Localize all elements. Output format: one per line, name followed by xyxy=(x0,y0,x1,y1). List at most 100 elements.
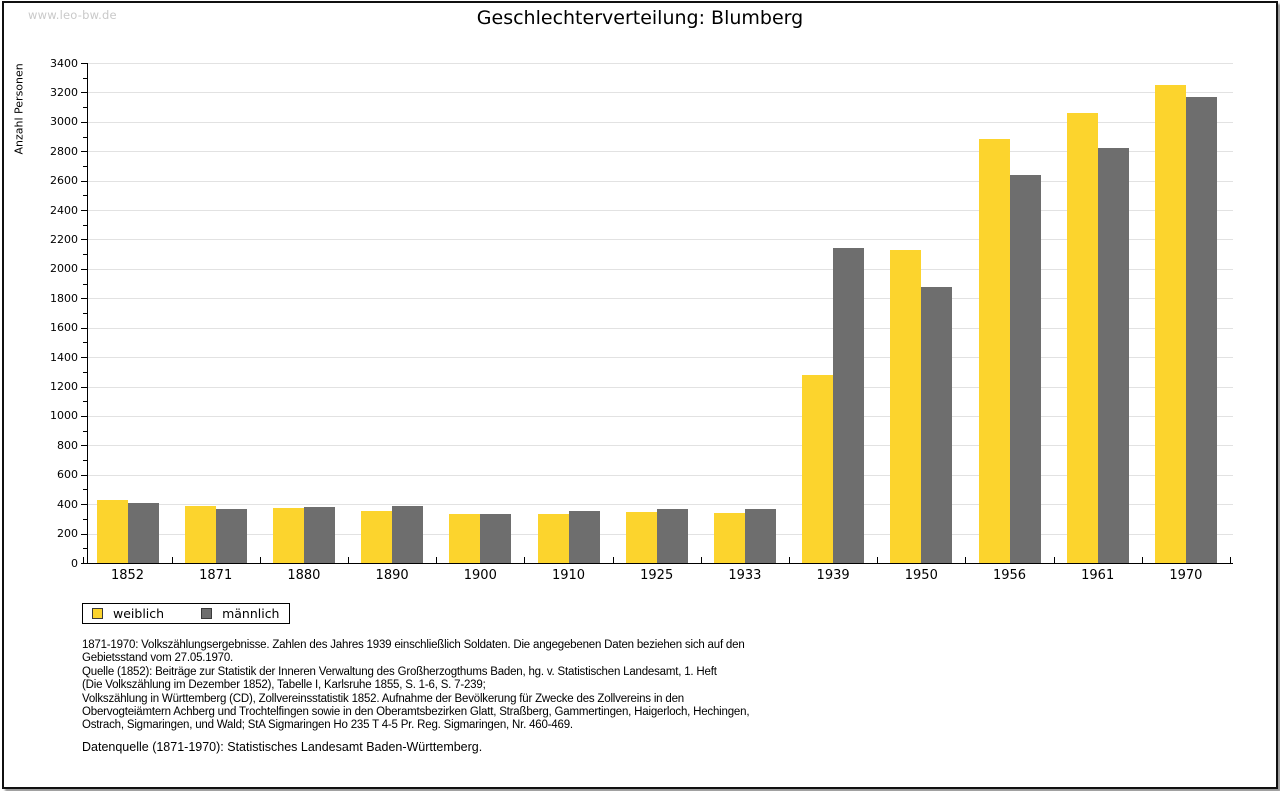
gridline-600 xyxy=(88,474,1233,476)
x-label-1950: 1950 xyxy=(904,568,938,583)
x-axis-tick xyxy=(789,557,790,563)
bar-maennlich-1933 xyxy=(744,509,776,563)
x-axis-tick xyxy=(700,557,702,563)
gridline-1000 xyxy=(88,415,1233,417)
y-axis-tick-400 xyxy=(81,504,87,506)
y-axis-tick-2600 xyxy=(81,180,87,182)
source-line: (Die Volkszählung im Dezember 1852), Tab… xyxy=(82,679,486,692)
chart-title: Geschlechterverteilung: Blumberg xyxy=(476,7,804,29)
y-tick-label-2600: 2600 xyxy=(50,174,78,188)
bar-weiblich-1880 xyxy=(272,507,304,563)
gridline-2000 xyxy=(88,268,1233,270)
x-label-1961: 1961 xyxy=(1081,568,1115,583)
datenquelle-note: Datenquelle (1871-1970): Statistisches L… xyxy=(82,740,483,754)
y-tick-label-2400: 2400 xyxy=(50,203,78,217)
y-tick-label-1600: 1600 xyxy=(50,321,78,335)
gridline-3400 xyxy=(88,63,1233,64)
bar-weiblich-1900 xyxy=(449,514,481,563)
y-tick-label-600: 600 xyxy=(57,468,78,482)
x-axis-tick xyxy=(436,557,438,563)
gridline-800 xyxy=(88,445,1233,447)
bar-maennlich-1956 xyxy=(1009,174,1041,563)
source-line: 1871-1970: Volkszählungsergebnisse. Zahl… xyxy=(82,639,745,651)
y-axis-tick-3200 xyxy=(81,92,87,94)
y-tick-label-1800: 1800 xyxy=(50,291,78,305)
source-line: Obervogteiämtern Achberg und Trochtelfin… xyxy=(82,706,750,719)
y-axis-tick-100 xyxy=(83,548,87,550)
bar-weiblich-1871 xyxy=(184,505,216,563)
y-tick-label-0: 0 xyxy=(71,556,78,570)
x-label-1925: 1925 xyxy=(640,568,674,583)
y-axis-tick-1000 xyxy=(81,415,87,417)
x-label-1900: 1900 xyxy=(463,568,497,583)
x-axis-tick xyxy=(171,557,173,563)
x-label-1852: 1852 xyxy=(110,568,145,583)
y-axis-tick-500 xyxy=(83,489,87,491)
gridline-3000 xyxy=(88,121,1233,123)
x-axis-tick xyxy=(1053,557,1055,563)
y-axis-tick-3000 xyxy=(81,121,87,123)
x-label-1970: 1970 xyxy=(1169,568,1203,583)
gridline-400 xyxy=(88,504,1233,506)
y-tick-label-1200: 1200 xyxy=(50,380,78,394)
bar-weiblich-1970 xyxy=(1154,85,1186,563)
x-axis-tick xyxy=(83,557,85,563)
bar-maennlich-1925 xyxy=(656,509,688,563)
bar-maennlich-1890 xyxy=(392,506,424,563)
y-axis-tick-800 xyxy=(81,445,87,447)
bar-weiblich-1925 xyxy=(625,511,657,563)
y-tick-label-800: 800 xyxy=(57,438,78,452)
y-axis-tick-2900 xyxy=(83,136,87,138)
y-axis-tick-1300 xyxy=(83,371,87,373)
bar-weiblich-1933 xyxy=(713,513,745,563)
y-axis-title: Anzahl Personen xyxy=(12,63,26,155)
y-axis-tick-1500 xyxy=(83,342,87,344)
y-axis-tick-2000 xyxy=(81,268,87,270)
y-tick-label-2000: 2000 xyxy=(50,262,78,276)
bar-weiblich-1890 xyxy=(361,510,393,563)
y-axis-tick-600 xyxy=(81,474,87,476)
y-axis-tick-2100 xyxy=(83,254,87,256)
bar-weiblich-1950 xyxy=(890,249,922,563)
x-axis-tick xyxy=(877,557,879,563)
y-axis-tick-2300 xyxy=(83,224,87,226)
y-axis-tick-300 xyxy=(83,518,87,520)
y-axis-tick-2200 xyxy=(81,239,87,241)
x-label-1880: 1880 xyxy=(287,568,321,583)
y-axis-tick-1600 xyxy=(81,327,87,329)
y-axis-tick-2700 xyxy=(83,165,87,167)
source-line: Quelle (1852): Beiträge zur Statistik de… xyxy=(82,665,717,678)
gridline-1600 xyxy=(88,327,1233,329)
gridline-2600 xyxy=(88,180,1233,182)
bar-maennlich-1880 xyxy=(303,507,335,563)
y-axis-tick-3100 xyxy=(83,107,87,109)
legend-label-maennlich: männlich xyxy=(222,606,280,621)
y-axis-tick-1400 xyxy=(81,357,87,359)
y-axis-tick-1700 xyxy=(83,313,87,314)
bar-maennlich-1939 xyxy=(833,248,865,563)
x-label-1910: 1910 xyxy=(551,568,586,583)
y-axis-tick-1900 xyxy=(83,283,87,285)
source-line: Ostrach, Sigmaringen, und Wald; StA Sigm… xyxy=(82,719,573,732)
x-label-1956: 1956 xyxy=(992,568,1027,583)
bar-maennlich-1970 xyxy=(1185,96,1217,563)
x-axis-tick xyxy=(612,557,614,563)
source-line: Volkszählung in Württemberg (CD), Zollve… xyxy=(82,692,684,705)
y-axis-tick-700 xyxy=(83,460,87,462)
bar-maennlich-1910 xyxy=(568,510,600,563)
gridline-2800 xyxy=(88,151,1233,153)
legend-swatch-maennlich xyxy=(201,608,213,619)
gridline-1800 xyxy=(88,298,1233,300)
y-axis-tick-3300 xyxy=(83,77,87,79)
x-label-1933: 1933 xyxy=(728,568,762,583)
y-axis-tick-1100 xyxy=(83,401,87,403)
x-axis-tick xyxy=(524,557,526,563)
watermark: www.leo-bw.de xyxy=(28,8,117,22)
y-tick-label-3000: 3000 xyxy=(50,115,78,129)
y-axis-tick-3400 xyxy=(81,63,87,64)
bar-weiblich-1956 xyxy=(978,139,1010,563)
gridline-2200 xyxy=(88,239,1233,241)
gridline-1200 xyxy=(88,386,1233,388)
